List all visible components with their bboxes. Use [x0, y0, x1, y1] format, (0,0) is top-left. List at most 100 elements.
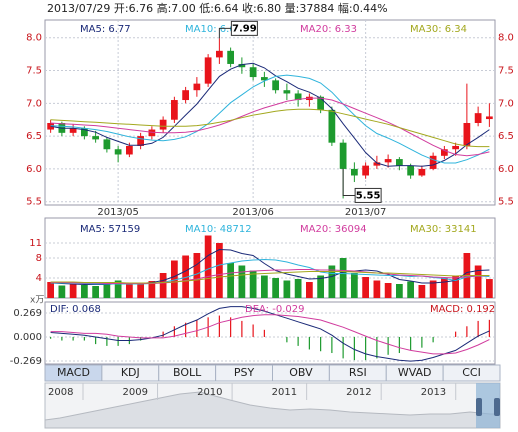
ma-line	[50, 306, 490, 362]
candle-body	[216, 50, 223, 58]
legend-entry: DIF: 0.068	[50, 304, 101, 315]
indicator-tab-label[interactable]: OBV	[289, 366, 313, 379]
volume-bar	[373, 280, 381, 298]
indicator-tab-label[interactable]: WVAD	[398, 366, 432, 379]
y-tick-label: 6.0	[26, 164, 42, 175]
candle-body	[362, 165, 369, 176]
annotation-box	[354, 187, 382, 203]
volume-bar	[384, 283, 392, 298]
candle-body	[486, 116, 493, 120]
candle-body	[328, 109, 336, 143]
volume-bar	[216, 243, 223, 298]
candle-body	[249, 67, 257, 78]
annotation-leader	[342, 168, 356, 196]
indicator-tab-label[interactable]: MACD	[57, 366, 90, 379]
volume-bar	[328, 265, 336, 298]
navigator-handle[interactable]	[494, 398, 500, 416]
volume-bar	[103, 283, 111, 298]
y-tick-label: 11	[29, 238, 42, 249]
price-panel	[44, 19, 496, 206]
candle-body	[193, 83, 201, 91]
volume-bar	[306, 282, 313, 298]
navigator-year: 2011	[272, 387, 297, 398]
ma-line	[50, 258, 490, 285]
ma-line	[50, 269, 490, 284]
volume-bar	[441, 278, 448, 298]
volume-bar	[261, 275, 268, 298]
navigator-handle[interactable]	[476, 398, 482, 416]
annotation-box	[230, 20, 258, 36]
volume-bar	[92, 286, 99, 298]
candle-body	[81, 128, 88, 137]
candle-body	[384, 159, 392, 163]
y-tick-label: 4	[36, 273, 42, 284]
legend-entry: MACD: 0.192	[430, 304, 495, 315]
ma-line	[50, 62, 490, 167]
y-tick-label: -0.269	[10, 356, 42, 367]
candle-body	[69, 128, 77, 133]
y-tick-label: 6.5	[498, 131, 514, 142]
candle-body	[373, 162, 381, 166]
legend-entry: MA10: 48712	[185, 224, 252, 235]
candle-body	[339, 142, 347, 169]
volume-bar	[159, 273, 167, 298]
y-tick-label: 6.0	[498, 164, 514, 175]
navigator-year: 2009	[123, 387, 148, 398]
y-tick-label: 0.000	[13, 332, 42, 343]
volume-bar	[58, 285, 66, 298]
volume-bar	[148, 281, 156, 298]
y-tick-label: 5.5	[498, 197, 514, 208]
volume-bar	[283, 280, 291, 298]
volume-bar	[407, 281, 414, 298]
legend-entry: MA30: 6.34	[410, 24, 467, 35]
candle-body	[294, 93, 302, 101]
ma-line	[50, 108, 490, 148]
y-tick-label: 7.0	[26, 98, 42, 109]
volume-bar	[47, 282, 54, 298]
volume-bar	[204, 235, 212, 298]
candle-body	[126, 145, 133, 155]
volume-bar	[182, 255, 189, 298]
navigator-year: 2012	[346, 387, 371, 398]
navigator-year: 2008	[48, 387, 73, 398]
legend-entry: DEA: -0.029	[245, 304, 304, 315]
legend-entry: MA20: 36094	[300, 224, 367, 235]
indicator-tab-label[interactable]: BOLL	[173, 366, 202, 379]
candle-body	[182, 90, 189, 101]
indicator-tab-label[interactable]: CCI	[462, 366, 481, 379]
legend-entry: MA10: 6.67	[185, 24, 242, 35]
volume-bar	[69, 284, 77, 298]
volume-bar	[272, 278, 279, 298]
candle-body	[204, 57, 212, 84]
ma-line	[50, 314, 490, 355]
y-tick-label: 7.5	[498, 66, 514, 77]
volume-bar	[486, 279, 493, 298]
candle-body	[351, 168, 358, 176]
indicator-tab[interactable]	[442, 364, 501, 382]
y-tick-label: 6.5	[26, 131, 42, 142]
ma-line	[50, 74, 490, 164]
volume-bar	[171, 260, 178, 298]
volume-bar	[137, 283, 144, 298]
candle-body	[474, 113, 482, 123]
indicator-tab-label[interactable]: PSY	[234, 366, 255, 379]
candle-body	[261, 77, 268, 81]
candle-body	[148, 129, 156, 137]
volume-bar	[317, 275, 324, 298]
candle-body	[283, 90, 291, 94]
volume-bar	[351, 273, 358, 298]
legend-entry: MA30: 33141	[410, 224, 477, 235]
volume-bar	[429, 280, 437, 298]
volume-bar	[126, 284, 133, 298]
volume-bar	[452, 275, 459, 298]
annotation-leader	[218, 27, 232, 39]
candle-body	[396, 159, 403, 166]
indicator-tab-label[interactable]: KDJ	[121, 366, 140, 379]
volume-bar	[362, 277, 369, 298]
quote-header: 2013/07/29 开:6.76 高:7.00 低:6.64 收:6.80 量…	[47, 1, 388, 15]
indicator-tab-label[interactable]: RSI	[349, 366, 367, 379]
volume-bar	[249, 270, 257, 298]
ma-line	[50, 248, 490, 285]
y-tick-label: 5.5	[26, 197, 42, 208]
